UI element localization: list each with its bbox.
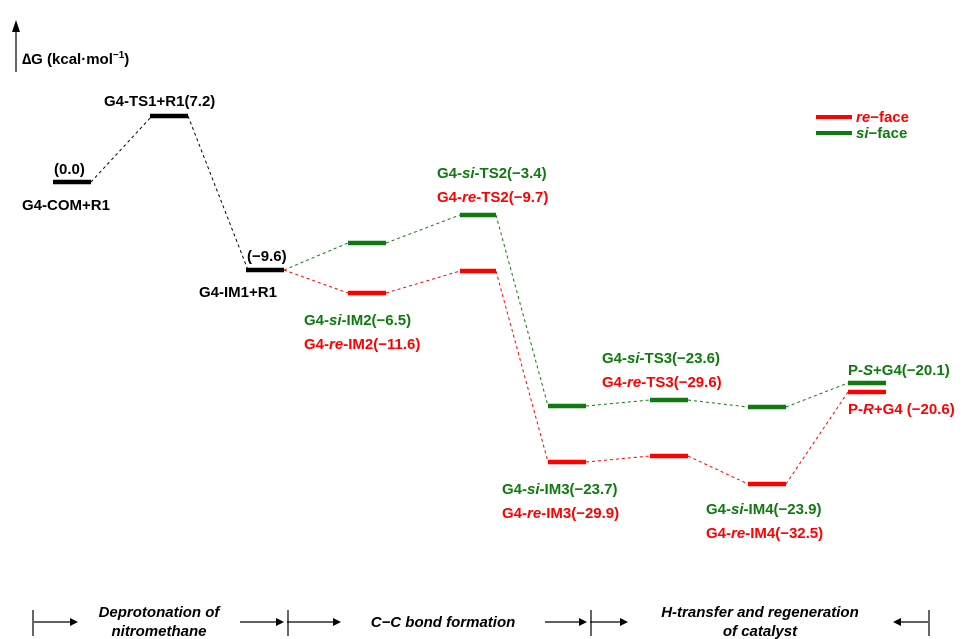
connector-si-im4-ps — [785, 382, 849, 408]
label-si-im2: G4-si-IM2(−6.5) — [304, 312, 411, 329]
label-re-ts3: G4-re-TS3(−29.6) — [602, 374, 722, 391]
stage3-label-line1: H-transfer and regeneration — [661, 604, 859, 621]
label-ps: P-S+G4(−20.1) — [848, 362, 950, 379]
connector-re-im2-re-ts2 — [385, 270, 461, 294]
legend-re-label: re−face — [856, 109, 909, 126]
label-re-im4: G4-re-IM4(−32.5) — [706, 525, 823, 542]
stage3-label-line2: of catalyst — [723, 623, 798, 639]
connector-re-ts2-re-im3 — [495, 270, 549, 463]
connector-im1-re-im2 — [283, 269, 349, 294]
stage2-label: C−C bond formation — [371, 614, 516, 631]
y-axis-label: ∆G (kcal·mol−1) — [22, 50, 129, 68]
y-axis: ∆G (kcal·mol−1) — [12, 20, 129, 72]
value-im1: (−9.6) — [247, 248, 287, 265]
label-ts1: G4-TS1+R1(7.2) — [104, 93, 215, 110]
connector-im1-si-im2 — [283, 242, 349, 271]
label-re-im3: G4-re-IM3(−29.9) — [502, 505, 619, 522]
label-si-ts2: G4-si-TS2(−3.4) — [437, 165, 547, 182]
stage-bar — [32, 610, 930, 636]
connector-re-im3-re-ts3 — [585, 455, 651, 463]
label-com: G4-COM+R1 — [22, 197, 110, 214]
label-re-im2: G4-re-IM2(−11.6) — [304, 336, 420, 353]
energy-levels — [53, 113, 886, 487]
connectors — [90, 115, 849, 485]
label-im1: G4-IM1+R1 — [199, 284, 277, 301]
label-si-im4: G4-si-IM4(−23.9) — [706, 501, 821, 518]
legend: re−face si−face — [816, 109, 909, 142]
label-re-ts2: G4-re-TS2(−9.7) — [437, 189, 548, 206]
connector-re-im4-pr — [785, 391, 849, 485]
connector-si-im3-si-ts3 — [585, 399, 651, 407]
connector-si-ts3-si-im4 — [687, 399, 749, 408]
value-com: (0.0) — [54, 161, 85, 178]
stage1-label-line2: nitromethane — [111, 623, 206, 639]
label-si-ts3: G4-si-TS3(−23.6) — [602, 350, 720, 367]
connector-si-ts2-si-im3 — [495, 214, 549, 407]
stage1-label-line1: Deprotonation of — [99, 604, 222, 621]
legend-si-label: si−face — [856, 125, 907, 142]
label-si-im3: G4-si-IM3(−23.7) — [502, 481, 617, 498]
y-axis-arrowhead — [12, 20, 20, 32]
label-pr: P-R+G4 (−20.6) — [848, 401, 955, 418]
connector-com-ts1 — [90, 115, 153, 183]
connector-re-ts3-re-im4 — [687, 455, 749, 485]
connector-ts1-im1 — [187, 115, 249, 271]
connector-si-im2-si-ts2 — [385, 214, 461, 244]
